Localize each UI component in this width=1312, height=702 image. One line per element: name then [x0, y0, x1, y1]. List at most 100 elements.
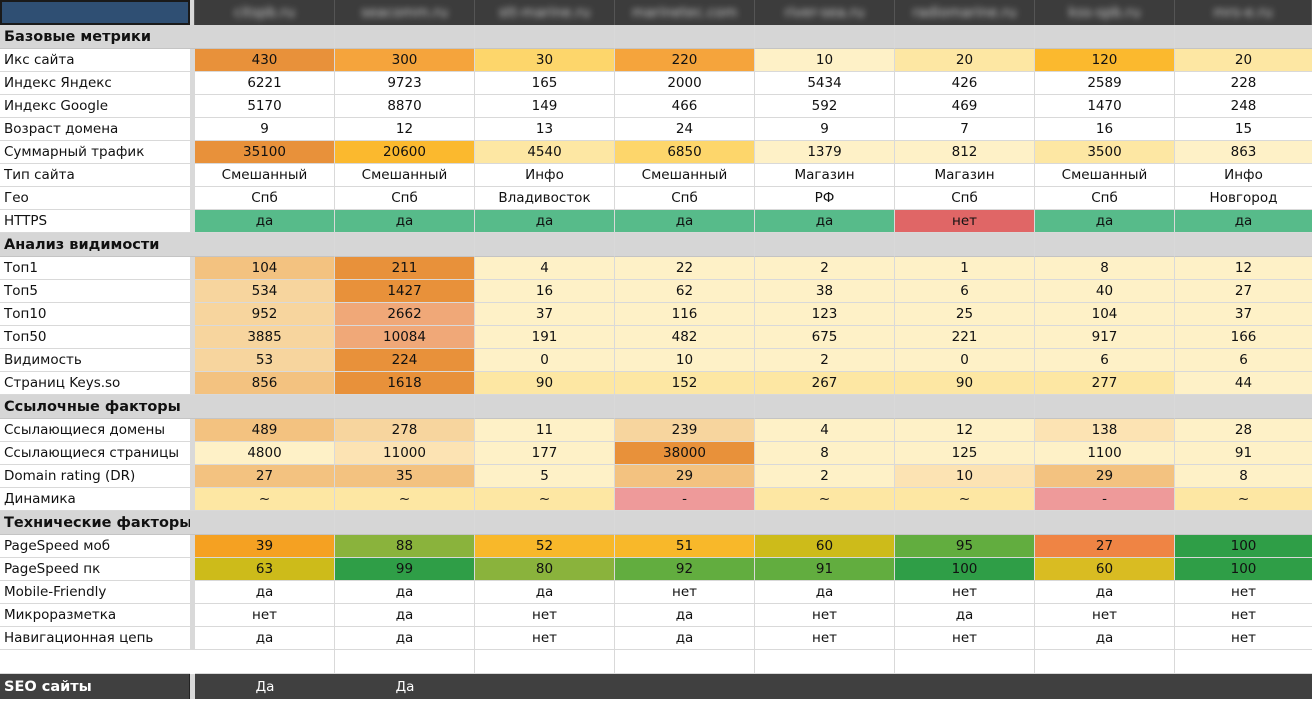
data-cell[interactable]: 22 — [615, 257, 755, 280]
data-cell[interactable]: Да — [395, 678, 415, 695]
empty-cell[interactable] — [195, 511, 335, 535]
data-cell[interactable]: 592 — [755, 95, 895, 118]
empty-cell[interactable] — [1035, 233, 1175, 257]
row-label[interactable]: Топ50 — [0, 326, 190, 349]
data-cell[interactable]: 1379 — [755, 141, 895, 164]
data-cell[interactable]: 239 — [615, 419, 755, 442]
data-cell[interactable]: 100 — [1175, 535, 1312, 558]
data-cell[interactable]: 9723 — [335, 72, 475, 95]
data-cell[interactable]: 0 — [895, 349, 1035, 372]
row-label[interactable]: Гео — [0, 187, 190, 210]
data-cell[interactable]: Спб — [195, 187, 335, 210]
data-cell[interactable]: 166 — [1175, 326, 1312, 349]
row-label[interactable]: Тип сайта — [0, 164, 190, 187]
empty-cell[interactable] — [895, 650, 1035, 674]
data-cell[interactable]: Новгород — [1175, 187, 1312, 210]
row-label[interactable]: Domain rating (DR) — [0, 465, 190, 488]
data-cell[interactable]: Смешанный — [615, 164, 755, 187]
data-cell[interactable]: 2662 — [335, 303, 475, 326]
row-label[interactable] — [0, 650, 190, 674]
data-cell[interactable]: 125 — [895, 442, 1035, 465]
data-cell[interactable]: да — [615, 627, 755, 650]
data-cell[interactable]: 466 — [615, 95, 755, 118]
data-cell[interactable]: нет — [895, 581, 1035, 604]
data-cell[interactable]: 37 — [1175, 303, 1312, 326]
data-cell[interactable]: 39 — [195, 535, 335, 558]
data-cell[interactable]: 29 — [1035, 465, 1175, 488]
data-cell[interactable]: да — [475, 210, 615, 233]
data-cell[interactable]: 9 — [195, 118, 335, 141]
data-cell[interactable]: 675 — [755, 326, 895, 349]
empty-cell[interactable] — [475, 25, 615, 49]
data-cell[interactable]: 9 — [755, 118, 895, 141]
row-label[interactable]: Навигационная цепь — [0, 627, 190, 650]
data-cell[interactable]: нет — [475, 604, 615, 627]
data-cell[interactable]: да — [335, 627, 475, 650]
data-cell[interactable]: 60 — [1035, 558, 1175, 581]
column-header[interactable]: seacomm.ru — [335, 0, 475, 25]
empty-cell[interactable] — [195, 650, 335, 674]
data-cell[interactable]: нет — [755, 604, 895, 627]
row-label[interactable]: Ссылающиеся домены — [0, 419, 190, 442]
data-cell[interactable]: Да — [255, 678, 275, 695]
empty-cell[interactable] — [1035, 25, 1175, 49]
data-cell[interactable]: нет — [895, 210, 1035, 233]
row-label[interactable]: Ссылающиеся страницы — [0, 442, 190, 465]
row-label[interactable]: PageSpeed моб — [0, 535, 190, 558]
data-cell[interactable]: 220 — [615, 49, 755, 72]
data-cell[interactable]: 12 — [895, 419, 1035, 442]
row-label[interactable]: Топ1 — [0, 257, 190, 280]
data-cell[interactable]: Смешанный — [1035, 164, 1175, 187]
data-cell[interactable]: Спб — [1035, 187, 1175, 210]
empty-cell[interactable] — [755, 25, 895, 49]
column-header[interactable]: marinetec.com — [615, 0, 755, 25]
row-label[interactable]: HTTPS — [0, 210, 190, 233]
data-cell[interactable]: 221 — [895, 326, 1035, 349]
empty-cell[interactable] — [335, 395, 475, 419]
data-cell[interactable]: 6850 — [615, 141, 755, 164]
data-cell[interactable]: 104 — [1035, 303, 1175, 326]
data-cell[interactable]: 12 — [335, 118, 475, 141]
data-cell[interactable]: 1 — [895, 257, 1035, 280]
data-cell[interactable]: 152 — [615, 372, 755, 395]
data-cell[interactable]: 37 — [475, 303, 615, 326]
data-cell[interactable]: 12 — [1175, 257, 1312, 280]
data-cell[interactable]: 91 — [1175, 442, 1312, 465]
data-cell[interactable]: 88 — [335, 535, 475, 558]
row-label[interactable]: Mobile-Friendly — [0, 581, 190, 604]
empty-cell[interactable] — [1175, 511, 1312, 535]
data-cell[interactable]: да — [615, 210, 755, 233]
empty-cell[interactable] — [335, 650, 475, 674]
data-cell[interactable]: Смешанный — [195, 164, 335, 187]
data-cell[interactable]: да — [1175, 210, 1312, 233]
data-cell[interactable]: Инфо — [475, 164, 615, 187]
data-cell[interactable]: ~ — [1175, 488, 1312, 511]
data-cell[interactable]: 812 — [895, 141, 1035, 164]
empty-cell[interactable] — [755, 650, 895, 674]
data-cell[interactable]: 92 — [615, 558, 755, 581]
data-cell[interactable]: нет — [195, 604, 335, 627]
data-cell[interactable]: 1618 — [335, 372, 475, 395]
data-cell[interactable]: 13 — [475, 118, 615, 141]
data-cell[interactable] — [475, 674, 615, 699]
data-cell[interactable]: нет — [1035, 604, 1175, 627]
data-cell[interactable]: 6 — [895, 280, 1035, 303]
data-cell[interactable]: 11 — [475, 419, 615, 442]
column-header[interactable]: radiomarine.ru — [895, 0, 1035, 25]
empty-cell[interactable] — [475, 511, 615, 535]
data-cell[interactable]: 177 — [475, 442, 615, 465]
data-cell[interactable]: 3885 — [195, 326, 335, 349]
data-cell[interactable]: 35 — [335, 465, 475, 488]
data-cell[interactable]: 40 — [1035, 280, 1175, 303]
data-cell[interactable]: 51 — [615, 535, 755, 558]
data-cell[interactable]: 2000 — [615, 72, 755, 95]
data-cell[interactable]: да — [1035, 581, 1175, 604]
data-cell[interactable]: нет — [1175, 604, 1312, 627]
row-label[interactable]: Видимость — [0, 349, 190, 372]
empty-cell[interactable] — [1175, 650, 1312, 674]
data-cell[interactable] — [895, 674, 1035, 699]
data-cell[interactable]: 24 — [615, 118, 755, 141]
data-cell[interactable]: 426 — [895, 72, 1035, 95]
data-cell[interactable]: 149 — [475, 95, 615, 118]
data-cell[interactable]: 44 — [1175, 372, 1312, 395]
